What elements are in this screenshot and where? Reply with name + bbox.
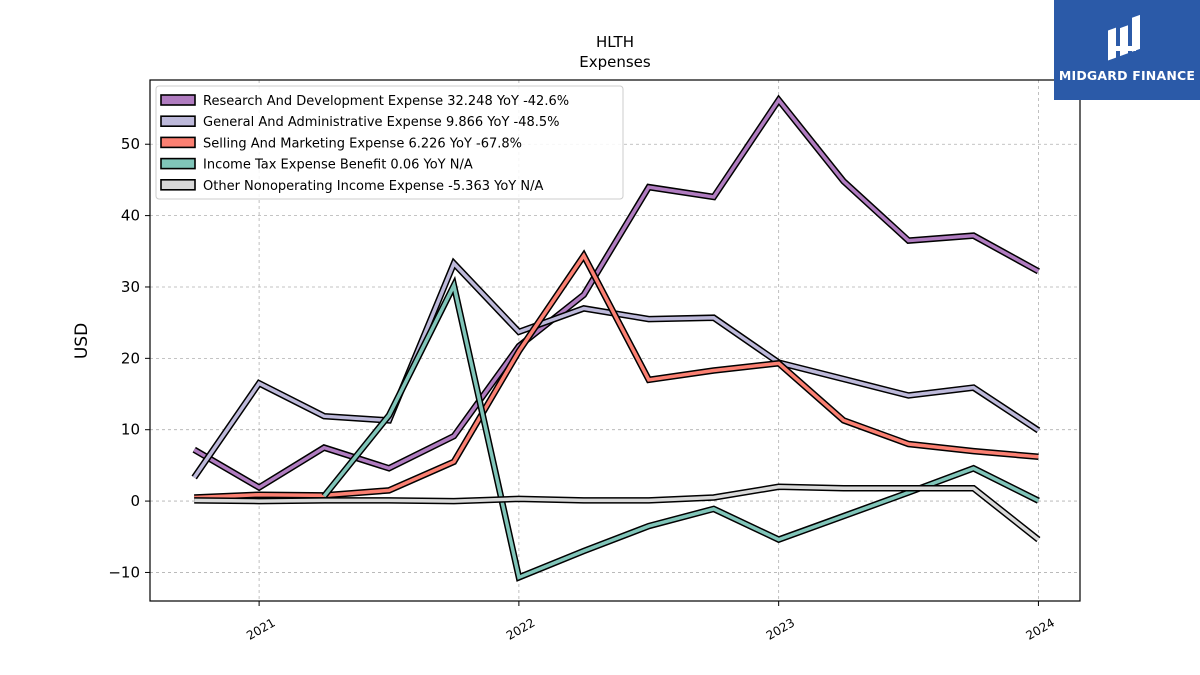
y-tick-label: −10 <box>108 563 140 581</box>
series-line-stroke <box>194 485 1040 541</box>
y-tick-label: 20 <box>121 349 140 367</box>
plot-frame <box>149 79 1081 602</box>
series-line <box>194 483 1041 543</box>
y-tick-label: 50 <box>121 135 140 153</box>
legend-entry: General And Administrative Expense 9.866… <box>160 115 560 130</box>
chart-title: HLTH <box>596 33 634 51</box>
legend-swatch <box>160 94 196 106</box>
legend-label: General And Administrative Expense 9.866… <box>203 115 560 130</box>
axes: −10 0 10 20 30 40 50 2021 2022 2023 2024 <box>108 79 1081 643</box>
series-line-stroke <box>193 97 1040 490</box>
y-tick-label: 10 <box>121 421 140 439</box>
series-lines <box>191 94 1041 582</box>
y-tick-label: 0 <box>130 492 140 510</box>
legend-swatch <box>160 179 196 191</box>
legend-label: Other Nonoperating Income Expense -5.363… <box>203 179 543 194</box>
y-tick-label: 30 <box>121 278 140 296</box>
y-axis-label: USD <box>72 323 92 359</box>
series-line <box>194 249 1039 501</box>
x-tick-label: 2021 <box>244 615 277 642</box>
y-tick-label: 40 <box>121 207 140 225</box>
series-line <box>192 94 1040 492</box>
x-tick-label: 2023 <box>764 615 797 642</box>
series-line <box>321 275 1040 582</box>
legend-label: Selling And Marketing Expense 6.226 YoY … <box>203 136 522 151</box>
midgard-logo-icon <box>1108 14 1140 61</box>
series-line-outline <box>194 249 1039 501</box>
legend-entry: Income Tax Expense Benefit 0.06 YoY N/A <box>160 157 473 173</box>
chart-subtitle: Expenses <box>579 53 651 71</box>
legend-swatch <box>160 115 196 127</box>
legend-entry: Other Nonoperating Income Expense -5.363… <box>160 179 543 194</box>
x-tick-label: 2022 <box>504 615 537 642</box>
legend-swatch <box>160 157 196 170</box>
series-line-stroke <box>194 252 1039 500</box>
legend-box <box>155 85 624 200</box>
midgard-finance-logo: MIDGARD FINANCE <box>1054 0 1200 100</box>
legend: Research And Development Expense 32.248 … <box>155 85 624 200</box>
legend-label: Income Tax Expense Benefit 0.06 YoY N/A <box>203 158 473 173</box>
legend-label: Research And Development Expense 32.248 … <box>203 94 569 109</box>
logo-text: MIDGARD FINANCE <box>1058 68 1196 83</box>
x-tick-label: 2024 <box>1023 615 1056 642</box>
series-line-stroke <box>322 280 1040 580</box>
legend-entry: Selling And Marketing Expense 6.226 YoY … <box>160 136 522 151</box>
legend-entry: Research And Development Expense 32.248 … <box>160 94 569 109</box>
legend-swatch <box>160 136 196 149</box>
